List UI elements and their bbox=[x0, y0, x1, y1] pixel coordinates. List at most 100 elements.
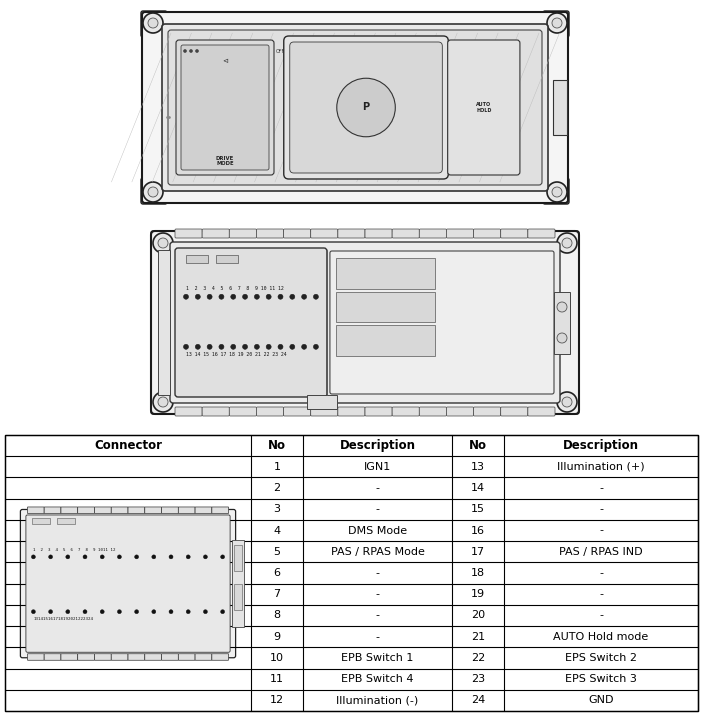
Text: 3: 3 bbox=[273, 504, 280, 514]
Circle shape bbox=[219, 294, 224, 299]
Circle shape bbox=[117, 610, 122, 614]
Circle shape bbox=[290, 294, 295, 299]
Circle shape bbox=[552, 18, 562, 28]
FancyBboxPatch shape bbox=[257, 407, 283, 416]
Text: 22: 22 bbox=[471, 653, 485, 663]
FancyBboxPatch shape bbox=[181, 45, 269, 170]
FancyBboxPatch shape bbox=[179, 507, 195, 513]
Text: AUTO Hold mode: AUTO Hold mode bbox=[553, 632, 649, 642]
Text: -: - bbox=[375, 611, 380, 621]
FancyBboxPatch shape bbox=[162, 24, 548, 191]
FancyBboxPatch shape bbox=[202, 229, 229, 238]
FancyBboxPatch shape bbox=[26, 515, 230, 652]
Circle shape bbox=[32, 610, 35, 614]
Circle shape bbox=[152, 610, 156, 614]
Bar bbox=[233, 584, 242, 610]
Circle shape bbox=[49, 555, 53, 559]
Circle shape bbox=[557, 392, 577, 412]
Text: DRIVE
MODE: DRIVE MODE bbox=[216, 155, 234, 166]
FancyBboxPatch shape bbox=[94, 654, 111, 660]
Bar bbox=[336, 325, 435, 356]
Text: Illumination (+): Illumination (+) bbox=[557, 462, 645, 472]
Circle shape bbox=[186, 610, 191, 614]
Circle shape bbox=[302, 344, 307, 349]
Circle shape bbox=[314, 344, 318, 349]
Circle shape bbox=[66, 555, 70, 559]
Text: -: - bbox=[599, 611, 603, 621]
Circle shape bbox=[337, 78, 395, 137]
FancyBboxPatch shape bbox=[212, 507, 228, 513]
Text: -: - bbox=[599, 526, 603, 536]
FancyBboxPatch shape bbox=[27, 654, 44, 660]
FancyBboxPatch shape bbox=[501, 229, 528, 238]
Circle shape bbox=[169, 610, 173, 614]
FancyBboxPatch shape bbox=[111, 507, 128, 513]
Text: 17: 17 bbox=[471, 547, 485, 557]
Text: Description: Description bbox=[563, 439, 639, 452]
Circle shape bbox=[153, 392, 173, 412]
Text: 13: 13 bbox=[471, 462, 485, 472]
Text: 21: 21 bbox=[471, 632, 485, 642]
Circle shape bbox=[143, 13, 163, 33]
FancyBboxPatch shape bbox=[151, 231, 579, 414]
FancyBboxPatch shape bbox=[145, 654, 162, 660]
FancyBboxPatch shape bbox=[543, 11, 569, 37]
Circle shape bbox=[562, 397, 572, 407]
FancyBboxPatch shape bbox=[392, 407, 419, 416]
Circle shape bbox=[83, 610, 87, 614]
Text: No: No bbox=[469, 439, 487, 452]
FancyBboxPatch shape bbox=[501, 407, 528, 416]
FancyBboxPatch shape bbox=[141, 11, 167, 37]
Circle shape bbox=[195, 49, 198, 52]
FancyBboxPatch shape bbox=[20, 510, 236, 658]
Text: DMS Mode: DMS Mode bbox=[348, 526, 407, 536]
FancyBboxPatch shape bbox=[202, 407, 229, 416]
FancyBboxPatch shape bbox=[365, 229, 392, 238]
FancyBboxPatch shape bbox=[162, 654, 179, 660]
Text: 4: 4 bbox=[273, 526, 280, 536]
Circle shape bbox=[186, 555, 191, 559]
FancyBboxPatch shape bbox=[229, 229, 257, 238]
Circle shape bbox=[290, 344, 295, 349]
Circle shape bbox=[207, 344, 212, 349]
Text: 12: 12 bbox=[270, 695, 284, 705]
Circle shape bbox=[169, 555, 173, 559]
Text: 19: 19 bbox=[471, 589, 485, 599]
Circle shape bbox=[557, 233, 577, 253]
Circle shape bbox=[254, 344, 259, 349]
Circle shape bbox=[117, 555, 122, 559]
FancyBboxPatch shape bbox=[543, 178, 569, 204]
Bar bbox=[58, 518, 75, 525]
Circle shape bbox=[203, 610, 207, 614]
FancyBboxPatch shape bbox=[290, 42, 442, 173]
Circle shape bbox=[254, 294, 259, 299]
Circle shape bbox=[231, 294, 236, 299]
Circle shape bbox=[278, 294, 283, 299]
FancyBboxPatch shape bbox=[78, 507, 94, 513]
FancyBboxPatch shape bbox=[175, 248, 327, 397]
Circle shape bbox=[101, 610, 104, 614]
FancyBboxPatch shape bbox=[284, 36, 449, 179]
Bar bbox=[32, 518, 51, 525]
Text: P: P bbox=[363, 102, 370, 112]
Circle shape bbox=[183, 344, 188, 349]
FancyBboxPatch shape bbox=[419, 229, 446, 238]
Circle shape bbox=[302, 294, 307, 299]
FancyBboxPatch shape bbox=[474, 407, 501, 416]
Text: 11: 11 bbox=[270, 674, 284, 684]
Text: 131415161718192021222324: 131415161718192021222324 bbox=[34, 616, 93, 621]
Circle shape bbox=[158, 397, 168, 407]
Text: Connector: Connector bbox=[94, 439, 162, 452]
Bar bbox=[336, 291, 435, 322]
FancyBboxPatch shape bbox=[151, 231, 177, 257]
FancyBboxPatch shape bbox=[61, 654, 78, 660]
Circle shape bbox=[552, 187, 562, 197]
Text: AUTO
HOLD: AUTO HOLD bbox=[476, 102, 491, 112]
Circle shape bbox=[183, 294, 188, 299]
FancyBboxPatch shape bbox=[311, 407, 338, 416]
Text: Description: Description bbox=[340, 439, 415, 452]
Text: -: - bbox=[375, 632, 380, 642]
FancyBboxPatch shape bbox=[528, 229, 555, 238]
Circle shape bbox=[143, 182, 163, 202]
Text: -: - bbox=[375, 483, 380, 493]
